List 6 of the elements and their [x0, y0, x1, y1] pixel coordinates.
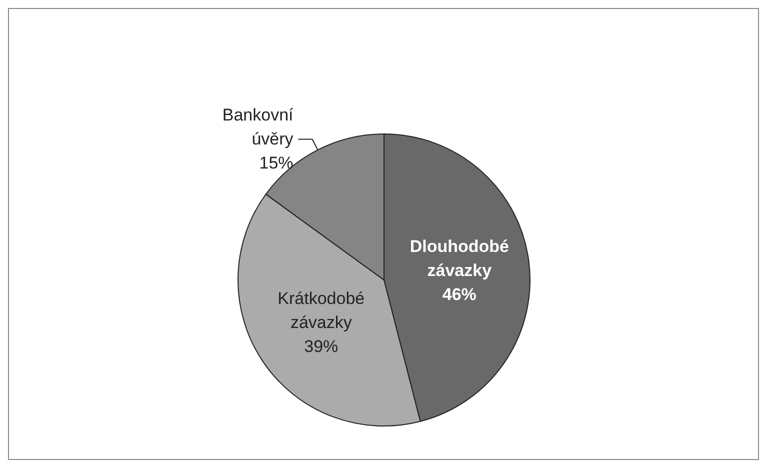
- slice-label: Bankovní úvěry: [222, 106, 294, 149]
- slice-label: Krátkodobé závazky: [278, 289, 365, 332]
- data-label: 39%: [304, 337, 338, 356]
- data-label: 15%: [259, 154, 294, 173]
- data-label: 46%: [442, 284, 476, 304]
- slice-label: Dlouhodobé závazky: [410, 236, 509, 280]
